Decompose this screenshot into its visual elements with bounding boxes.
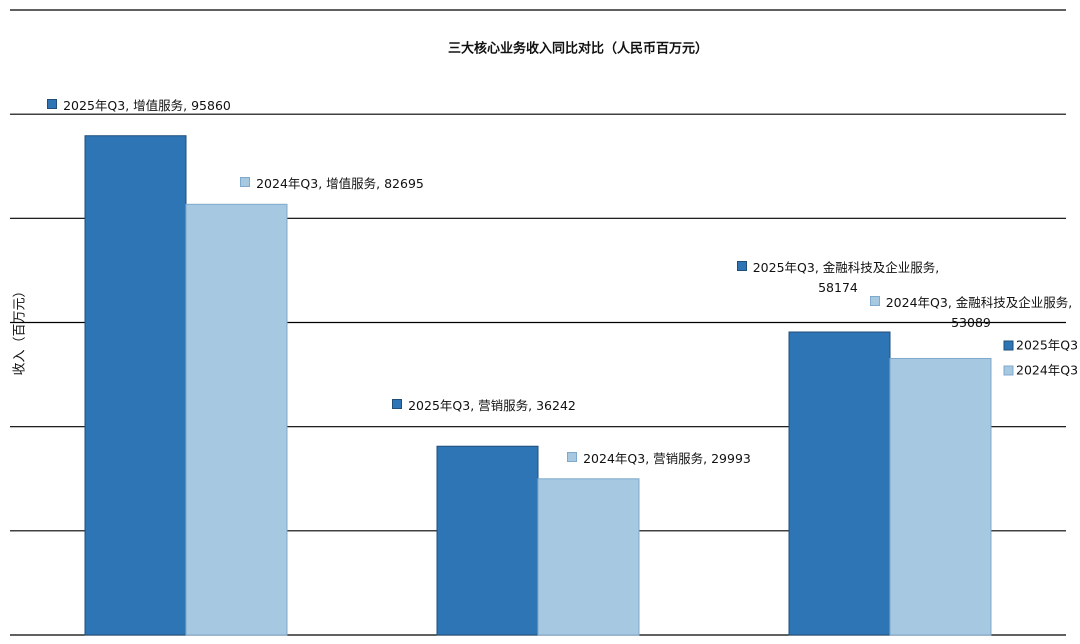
label-marker — [736, 261, 747, 271]
legend-swatch — [1003, 340, 1014, 351]
label-marker — [567, 452, 578, 462]
bar — [84, 135, 187, 636]
data-label: 2024年Q3, 营销服务, 29993 — [564, 449, 754, 469]
data-label: 2025年Q3, 金融科技及企业服务, 58174 — [728, 258, 948, 298]
legend-swatch — [1003, 365, 1014, 376]
legend-label: 2025年Q3 — [1016, 338, 1078, 353]
data-label-text: 2025年Q3, 营销服务, 36242 — [408, 398, 576, 413]
bar — [889, 357, 992, 636]
data-label: 2024年Q3, 金融科技及企业服务, 53089 — [861, 293, 1080, 333]
legend-label: 2024年Q3 — [1016, 363, 1078, 378]
bar — [788, 331, 891, 636]
label-marker — [47, 99, 58, 109]
bar — [185, 203, 288, 636]
label-marker — [392, 399, 403, 409]
data-label-text: 2024年Q3, 金融科技及企业服务, 53089 — [885, 295, 1073, 330]
data-label-text: 2024年Q3, 增值服务, 82695 — [256, 176, 424, 191]
data-label: 2025年Q3, 营销服务, 36242 — [389, 396, 579, 416]
data-label-text: 2025年Q3, 增值服务, 95860 — [63, 98, 231, 113]
data-label: 2024年Q3, 增值服务, 82695 — [237, 174, 427, 194]
label-marker — [240, 177, 251, 187]
data-label-text: 2024年Q3, 营销服务, 29993 — [583, 451, 751, 466]
data-label-text: 2025年Q3, 金融科技及企业服务, 58174 — [752, 260, 940, 295]
data-label: 2025年Q3, 增值服务, 95860 — [44, 96, 234, 116]
label-marker — [869, 296, 880, 306]
y-axis-label: 收入（百万元） — [13, 284, 28, 375]
bar — [436, 445, 539, 636]
chart-title: 三大核心业务收入同比对比（人民币百万元） — [448, 41, 708, 57]
bar — [537, 478, 640, 636]
